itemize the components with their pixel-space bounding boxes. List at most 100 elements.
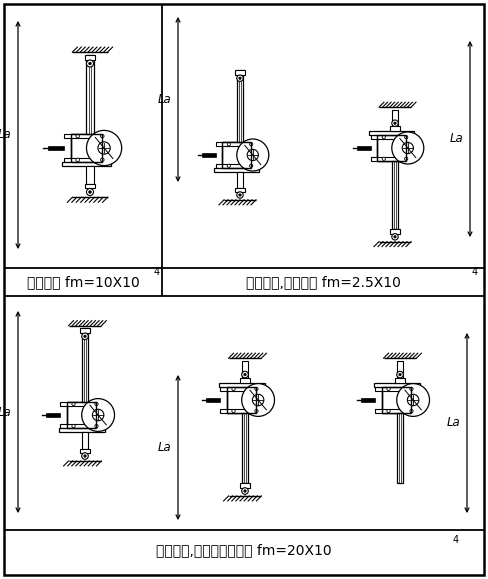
Bar <box>86 167 94 184</box>
Bar <box>86 55 94 134</box>
Circle shape <box>227 142 230 146</box>
Bar <box>223 142 251 168</box>
Bar <box>221 387 263 391</box>
Circle shape <box>239 194 241 196</box>
Bar <box>357 146 371 150</box>
Text: La: La <box>449 133 463 145</box>
Bar <box>61 424 103 428</box>
Bar <box>59 428 105 432</box>
Bar <box>221 409 263 413</box>
Bar <box>67 402 97 428</box>
Circle shape <box>255 409 258 413</box>
Circle shape <box>237 192 243 198</box>
Circle shape <box>86 189 94 196</box>
Text: La: La <box>157 441 171 454</box>
Bar <box>85 55 95 60</box>
Bar <box>390 229 400 233</box>
Bar <box>81 328 88 402</box>
Bar <box>81 432 88 449</box>
Circle shape <box>237 75 243 82</box>
Bar <box>377 135 406 161</box>
Bar <box>371 157 412 161</box>
Text: 底座固定,轴端自由 fm=2.5X10: 底座固定,轴端自由 fm=2.5X10 <box>245 275 401 289</box>
Bar <box>61 402 103 406</box>
Circle shape <box>84 455 86 457</box>
Bar <box>369 131 414 135</box>
Circle shape <box>89 62 91 65</box>
Circle shape <box>392 132 424 164</box>
Bar <box>242 413 248 483</box>
Circle shape <box>402 142 413 153</box>
Circle shape <box>101 158 104 162</box>
Circle shape <box>98 142 110 154</box>
Circle shape <box>244 490 246 492</box>
Bar <box>80 328 90 333</box>
Bar <box>216 164 258 168</box>
Bar <box>62 162 111 167</box>
Bar <box>227 387 257 413</box>
Text: 两端支撑 fm=10X10: 两端支撑 fm=10X10 <box>27 275 140 289</box>
Bar <box>216 142 258 146</box>
Circle shape <box>249 142 253 146</box>
Text: 4: 4 <box>154 267 160 277</box>
Bar <box>397 361 403 378</box>
Bar <box>242 361 248 378</box>
Bar <box>219 383 264 387</box>
Bar <box>63 157 109 162</box>
Circle shape <box>86 60 94 67</box>
Circle shape <box>382 157 386 160</box>
Bar <box>361 398 375 402</box>
Circle shape <box>84 335 86 338</box>
Text: La: La <box>0 129 11 141</box>
Bar <box>46 413 61 417</box>
Bar <box>227 387 257 413</box>
Circle shape <box>242 384 275 416</box>
Bar <box>390 126 400 131</box>
Bar <box>382 387 411 413</box>
Circle shape <box>242 488 248 494</box>
Bar <box>235 188 245 192</box>
Bar <box>71 134 102 162</box>
Circle shape <box>252 394 264 406</box>
Circle shape <box>387 387 390 391</box>
Bar <box>205 398 221 402</box>
Circle shape <box>89 190 91 193</box>
Circle shape <box>232 409 235 413</box>
Circle shape <box>397 371 403 378</box>
Bar <box>240 378 250 383</box>
Text: La: La <box>446 416 460 430</box>
Bar <box>63 134 109 138</box>
Circle shape <box>76 134 80 138</box>
Circle shape <box>394 122 396 124</box>
Circle shape <box>392 233 398 240</box>
Bar <box>237 70 243 142</box>
Bar <box>392 161 398 229</box>
Bar <box>202 153 216 157</box>
Circle shape <box>81 453 88 459</box>
Bar <box>392 111 398 126</box>
Bar <box>375 409 418 413</box>
Circle shape <box>92 409 104 421</box>
Bar <box>240 483 250 488</box>
Bar <box>235 70 245 75</box>
Bar <box>80 449 90 453</box>
Circle shape <box>244 373 246 376</box>
Text: La: La <box>157 93 171 106</box>
Bar <box>395 378 405 383</box>
Circle shape <box>72 402 75 405</box>
Bar <box>375 387 418 391</box>
Circle shape <box>86 130 122 166</box>
Circle shape <box>81 398 115 431</box>
Circle shape <box>405 135 408 139</box>
Bar <box>223 142 251 168</box>
Circle shape <box>101 134 104 138</box>
Bar <box>382 387 411 413</box>
Circle shape <box>237 139 269 171</box>
Bar <box>85 184 95 189</box>
Circle shape <box>232 387 235 391</box>
Circle shape <box>95 402 98 405</box>
Circle shape <box>397 384 429 416</box>
Text: La: La <box>0 405 11 419</box>
Bar <box>67 402 97 428</box>
Bar <box>377 135 406 161</box>
